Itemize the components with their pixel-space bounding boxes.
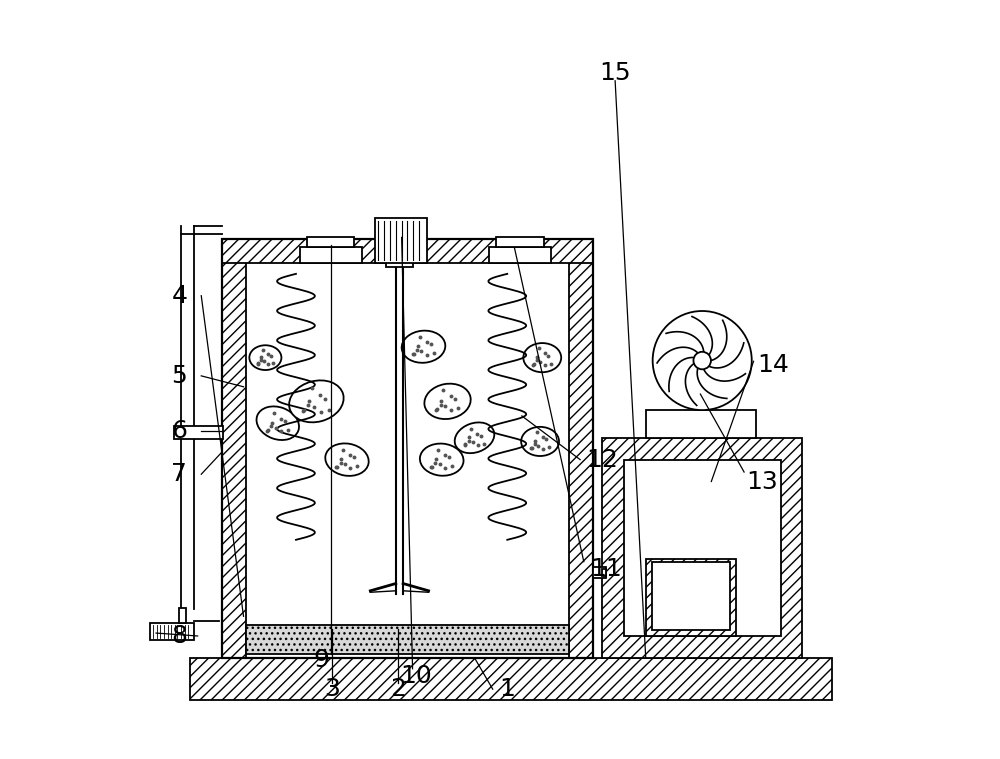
Bar xyxy=(496,237,544,247)
Bar xyxy=(375,218,427,263)
Ellipse shape xyxy=(402,331,445,363)
Circle shape xyxy=(693,352,711,370)
Bar xyxy=(222,239,246,658)
Text: 11: 11 xyxy=(590,557,622,581)
Text: 12: 12 xyxy=(586,448,618,471)
Bar xyxy=(246,263,569,658)
Text: 5: 5 xyxy=(172,364,187,388)
Bar xyxy=(391,237,408,248)
Bar xyxy=(222,239,593,658)
Bar xyxy=(602,569,606,576)
Ellipse shape xyxy=(521,427,559,456)
Bar xyxy=(652,562,730,630)
Circle shape xyxy=(653,311,752,410)
Ellipse shape xyxy=(523,343,561,372)
Bar xyxy=(300,247,362,263)
Bar xyxy=(602,438,802,658)
Bar xyxy=(593,567,606,578)
Text: 14: 14 xyxy=(757,353,789,377)
Bar xyxy=(190,658,832,700)
Ellipse shape xyxy=(424,383,471,419)
Bar xyxy=(150,623,194,641)
Ellipse shape xyxy=(257,406,299,440)
Text: 1: 1 xyxy=(499,677,515,701)
Text: 9: 9 xyxy=(314,648,329,672)
Bar xyxy=(569,239,593,658)
Bar xyxy=(646,559,736,636)
Bar xyxy=(489,247,551,263)
Text: 2: 2 xyxy=(390,677,406,701)
Text: 8: 8 xyxy=(171,624,187,648)
Bar xyxy=(246,625,569,654)
Text: 15: 15 xyxy=(599,61,631,86)
Ellipse shape xyxy=(325,443,369,476)
Ellipse shape xyxy=(249,345,281,370)
Text: 7: 7 xyxy=(171,462,187,487)
Text: 4: 4 xyxy=(171,284,187,307)
Bar xyxy=(179,608,186,623)
Ellipse shape xyxy=(455,423,494,453)
Text: 6: 6 xyxy=(171,418,187,442)
Bar xyxy=(386,244,413,266)
Ellipse shape xyxy=(289,380,344,422)
Bar xyxy=(222,239,593,263)
Bar xyxy=(174,426,223,439)
Text: 3: 3 xyxy=(324,677,340,701)
Bar xyxy=(646,410,756,438)
Ellipse shape xyxy=(420,443,464,476)
Text: 13: 13 xyxy=(746,470,778,493)
Bar xyxy=(624,460,781,636)
Bar xyxy=(307,237,354,247)
Text: 10: 10 xyxy=(400,664,432,688)
